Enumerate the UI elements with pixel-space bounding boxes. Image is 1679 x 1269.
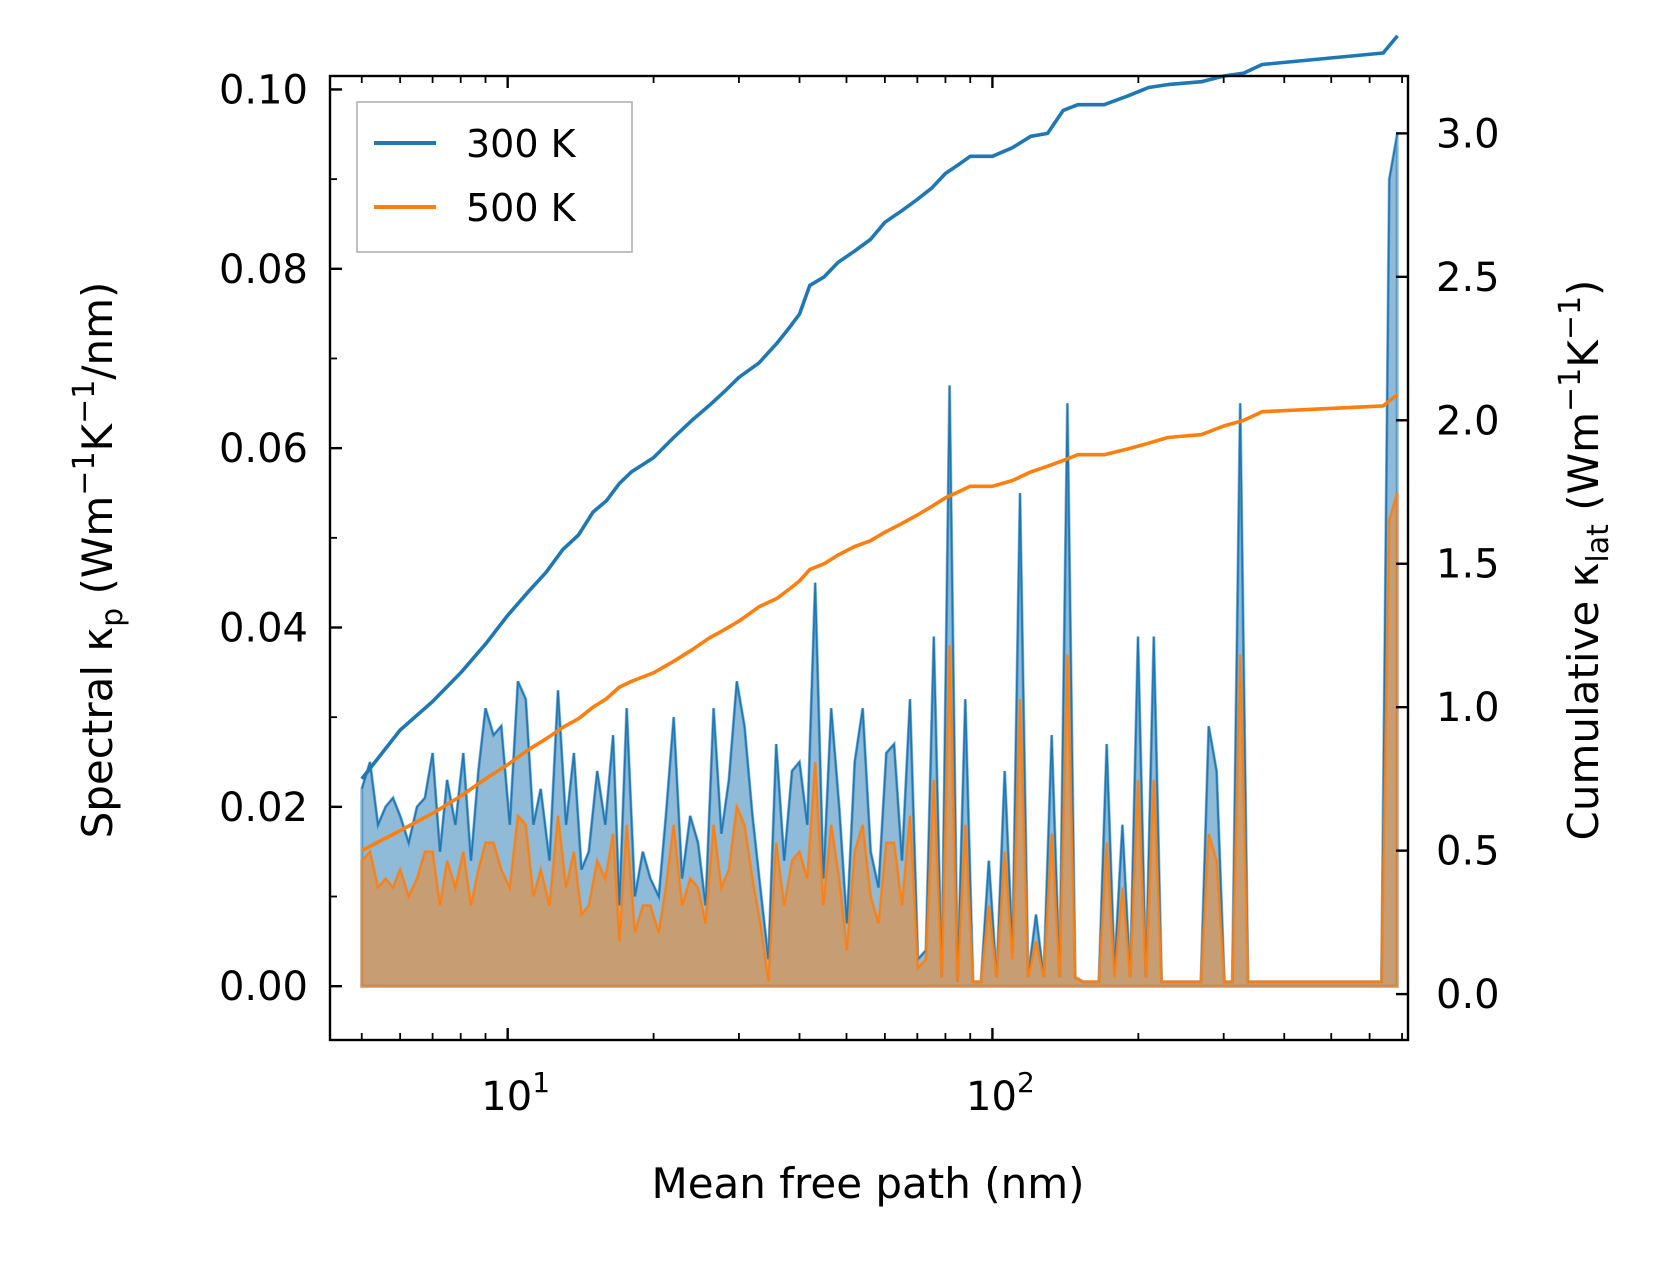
left-y-ticks: 0.00 0.02 0.04 0.06 0.08 0.10: [219, 67, 342, 1010]
x-axis-label: Mean free path (nm): [651, 1159, 1084, 1208]
right-tick-label: 2.0: [1436, 398, 1500, 444]
x-tick-label-10: 101: [481, 1066, 550, 1120]
right-tick-label: 1.5: [1436, 542, 1500, 588]
right-tick-label: 1.0: [1436, 685, 1500, 731]
left-tick-label: 0.06: [219, 426, 308, 472]
cumulative-line-300K: [360, 34, 1399, 781]
left-tick-label: 0.04: [219, 605, 308, 651]
x-ticks: [360, 76, 1403, 1040]
x-tick-label-100: 102: [966, 1066, 1035, 1120]
cumulative-line-group: [360, 34, 1399, 853]
spectral-line-500K: [361, 492, 1398, 983]
right-y-axis-label: Cumulative κlat (Wm−1K−1): [1553, 280, 1616, 841]
right-tick-label: 0.0: [1436, 972, 1500, 1018]
cumulative-line-500K: [360, 393, 1399, 853]
left-tick-label: 0.02: [219, 785, 308, 831]
right-tick-label: 3.0: [1436, 111, 1500, 157]
right-tick-label: 0.5: [1436, 829, 1500, 875]
legend-label-300K: 300 K: [466, 122, 577, 166]
legend-label-500K: 500 K: [466, 186, 577, 230]
spectral-area-group: [360, 134, 1399, 988]
left-tick-label: 0.08: [219, 247, 308, 293]
right-tick-label: 2.5: [1436, 255, 1500, 301]
legend: 300 K 500 K: [356, 101, 633, 253]
left-y-axis-label: Spectral κp (Wm−1K−1/nm): [67, 282, 130, 839]
legend-box: [356, 101, 633, 253]
left-tick-label: 0.00: [219, 964, 308, 1010]
plot-frame: [328, 74, 1410, 1042]
right-y-ticks: 0.0 0.5 1.0 1.5 2.0 2.5 3.0: [1396, 111, 1500, 1018]
left-tick-label: 0.10: [219, 67, 308, 113]
